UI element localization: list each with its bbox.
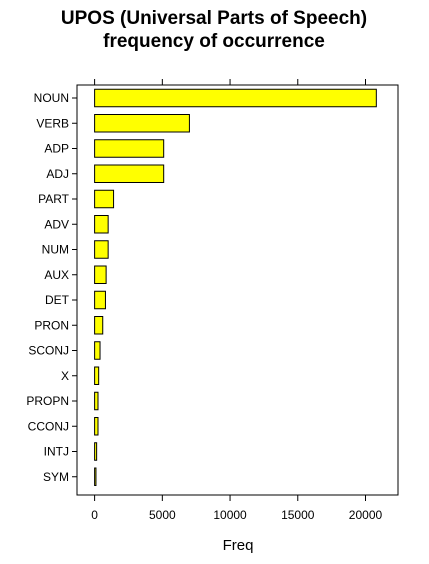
y-tick-label: PRON — [34, 318, 69, 332]
bar-num — [94, 240, 109, 259]
y-tick-label: INTJ — [44, 445, 69, 459]
x-axis: 0 5000 10000 15000 20000 — [91, 79, 383, 522]
chart-title-line-2: frequency of occurrence — [103, 31, 325, 52]
bar-x — [94, 366, 100, 385]
bar-noun — [94, 88, 377, 108]
y-tick-label: SYM — [43, 470, 69, 484]
y-tick-label: ADP — [44, 142, 69, 156]
y-tick-label: PART — [38, 192, 70, 206]
bar-verb — [94, 114, 190, 133]
bar-adp — [94, 139, 165, 158]
x-axis-label: Freq — [223, 537, 254, 554]
x-tick-label: 20000 — [349, 508, 383, 522]
y-tick-label: ADV — [44, 217, 69, 231]
bar-intj — [94, 442, 98, 461]
y-axis: NOUN VERB ADP ADJ PART ADV NUM AUX DET PRON SCONJ X… — [26, 91, 77, 484]
y-tick-label: VERB — [36, 116, 69, 130]
bars-layer — [94, 88, 377, 486]
chart-title-line-1: UPOS (Universal Parts of Speech) — [61, 8, 367, 29]
bar-det — [94, 290, 106, 310]
x-tick-label: 0 — [91, 508, 98, 522]
bar-cconj — [94, 417, 99, 436]
bar-pron — [94, 316, 104, 335]
y-tick-label: SCONJ — [28, 344, 69, 358]
y-tick-label: ADJ — [46, 167, 69, 181]
y-tick-label: X — [61, 369, 69, 383]
bar-adj — [94, 164, 165, 183]
x-tick-label: 15000 — [281, 508, 315, 522]
y-tick-label: CCONJ — [28, 419, 69, 433]
bar-propn — [94, 391, 99, 411]
bar-adv — [94, 215, 109, 234]
plot-frame — [76, 84, 399, 496]
y-tick-label: PROPN — [26, 394, 69, 408]
y-tick-label: NUM — [42, 243, 69, 257]
x-tick-label: 10000 — [213, 508, 247, 522]
bar-sym — [94, 467, 97, 486]
y-tick-label: NOUN — [34, 91, 69, 105]
bar-aux — [94, 265, 107, 284]
x-tick-label: 5000 — [149, 508, 176, 522]
bar-part — [94, 189, 115, 209]
y-tick-label: AUX — [44, 268, 69, 282]
bar-sconj — [94, 341, 101, 360]
y-tick-label: DET — [45, 293, 70, 307]
